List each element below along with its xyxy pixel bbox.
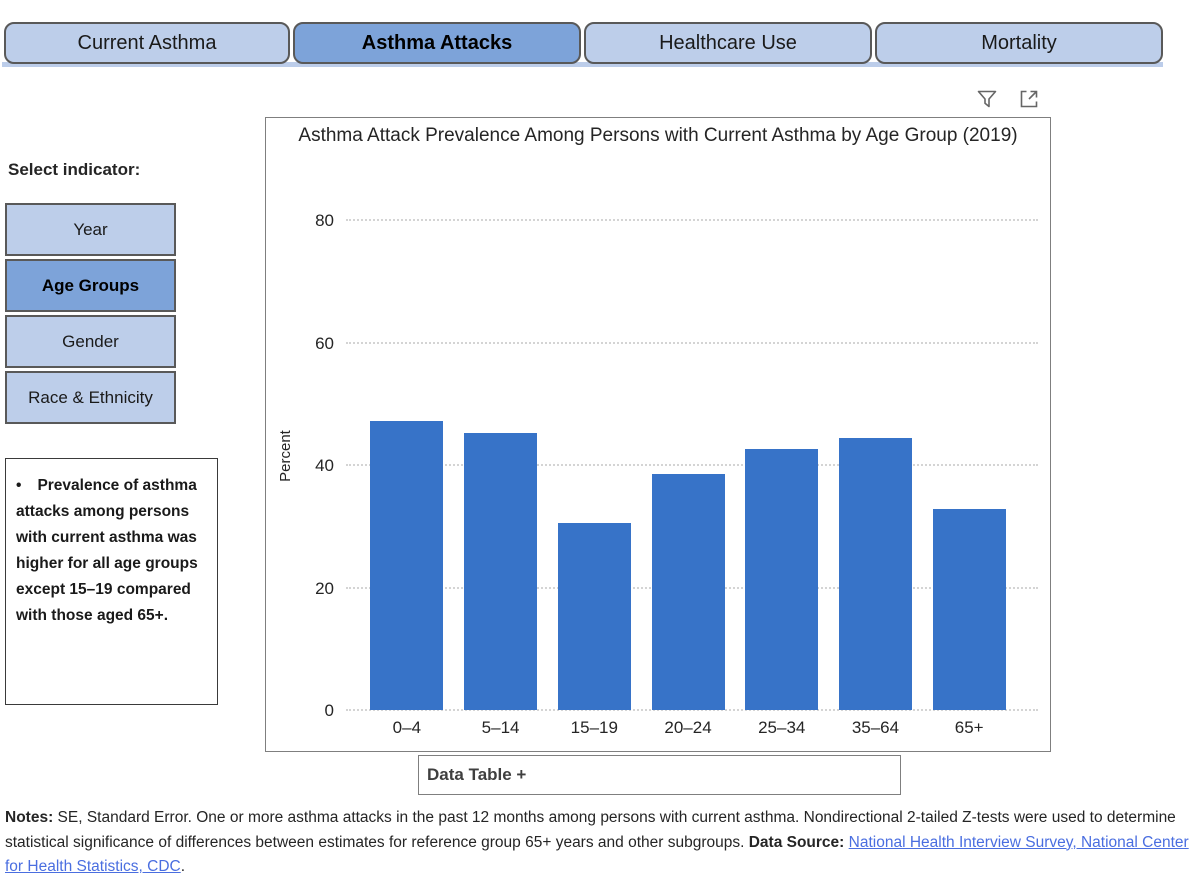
x-label-5–14: 5–14	[481, 718, 520, 737]
tab-mortality[interactable]: Mortality	[875, 22, 1163, 64]
x-axis-labels: 0–4 5–14 15–19 20–24 25–34 35–64 65+	[360, 718, 1016, 738]
data-source-label: Data Source:	[748, 833, 845, 851]
bar-65+[interactable]	[932, 509, 1006, 710]
x-label-25–34: 25–34	[758, 718, 806, 737]
data-table-expander[interactable]: Data Table +	[418, 755, 901, 795]
visual-header	[975, 87, 1041, 111]
indicator-button-gender[interactable]: Gender	[5, 315, 176, 368]
bar-25–34[interactable]	[745, 448, 819, 710]
y-tick-0: 0	[324, 701, 334, 720]
x-label-20–24: 20–24	[664, 718, 712, 737]
chart-title: Asthma Attack Prevalence Among Persons w…	[298, 125, 1018, 146]
notes-text: Notes: SE, Standard Error. One or more a…	[5, 806, 1196, 880]
bar-slot-35–64	[829, 196, 923, 710]
bar-5–14[interactable]	[464, 433, 538, 710]
bar-15–19[interactable]	[557, 523, 631, 710]
tab-current-asthma[interactable]: Current Asthma	[4, 22, 290, 64]
gridline-80	[346, 219, 1038, 222]
data-source-link[interactable]: National Health Interview Survey, Nation…	[5, 833, 1189, 876]
y-tick-60: 60	[315, 333, 334, 353]
x-label-0–4: 0–4	[392, 718, 422, 737]
indicator-button-group: Year Age Groups Gender Race & Ethnicity	[5, 203, 176, 427]
bar-slot-15–19	[547, 196, 641, 710]
select-indicator-heading: Select indicator:	[8, 160, 141, 179]
gridline-40	[346, 464, 1038, 467]
bar-35–64[interactable]	[838, 437, 912, 710]
indicator-button-race-ethnicity[interactable]: Race & Ethnicity	[5, 371, 176, 424]
y-tick-40: 40	[315, 456, 334, 476]
tab-baseline-strip	[2, 62, 1163, 67]
bar-slot-5–14	[454, 196, 548, 710]
bar-slot-65+	[922, 196, 1016, 710]
bar-slot-20–24	[641, 196, 735, 710]
tab-healthcare-use[interactable]: Healthcare Use	[584, 22, 872, 64]
indicator-button-year[interactable]: Year	[5, 203, 176, 256]
focus-mode-icon[interactable]	[1017, 87, 1041, 111]
y-tick-20: 20	[315, 578, 334, 598]
bar-series	[360, 196, 1016, 710]
x-label-35–64: 35–64	[851, 718, 900, 737]
bar-slot-25–34	[735, 196, 829, 710]
bar-slot-0–4	[360, 196, 454, 710]
x-label-15–19: 15–19	[570, 718, 618, 737]
notes-period: .	[180, 858, 186, 875]
tab-asthma-attacks[interactable]: Asthma Attacks	[293, 22, 581, 64]
gridline-60	[346, 341, 1038, 344]
x-label-65+: 65+	[954, 718, 984, 737]
key-finding-text: Prevalence of asthma attacks among perso…	[16, 477, 198, 624]
notes-body: SE, Standard Error. One or more asthma a…	[5, 809, 1176, 851]
bar-chart-card: Asthma Attack Prevalence Among Persons w…	[265, 117, 1051, 752]
indicator-button-age-groups[interactable]: Age Groups	[5, 259, 176, 312]
key-finding-callout: • Prevalence of asthma attacks among pers…	[5, 458, 218, 705]
top-tab-bar: Current Asthma Asthma Attacks Healthcare…	[0, 0, 1200, 70]
data-table-label: Data Table +	[427, 765, 527, 784]
bullet-glyph: •	[16, 477, 22, 494]
bar-0–4[interactable]	[370, 421, 444, 710]
y-tick-80: 80	[315, 211, 334, 231]
notes-label: Notes:	[5, 809, 54, 826]
y-axis-ticks: 0 20 40 60 80	[284, 196, 334, 720]
gridline-0	[346, 709, 1038, 711]
filter-icon[interactable]	[975, 87, 999, 111]
bar-20–24[interactable]	[651, 473, 725, 710]
